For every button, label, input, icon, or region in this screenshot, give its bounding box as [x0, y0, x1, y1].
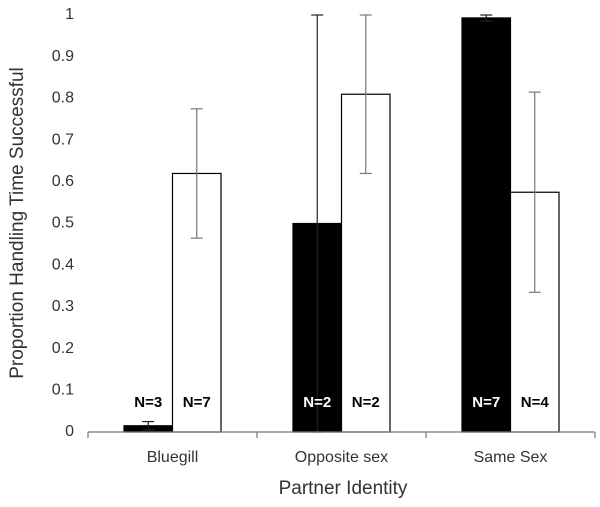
- y-tick-label: 0.5: [52, 215, 74, 232]
- bar-label: N=3: [134, 394, 162, 411]
- x-tick-label: Same Sex: [474, 449, 548, 466]
- bar-label: N=2: [352, 394, 380, 411]
- bar-label: N=7: [183, 394, 211, 411]
- y-tick-label: 0: [65, 423, 74, 440]
- y-tick-label: 0.6: [52, 173, 74, 190]
- bar-label: N=7: [472, 394, 500, 411]
- y-tick-label: 0.8: [52, 90, 74, 107]
- y-tick-label: 0.4: [52, 256, 74, 273]
- error-bar: [528, 91, 541, 293]
- error-bar: [480, 14, 493, 22]
- bar-label: N=4: [521, 394, 550, 411]
- error-bar: [142, 420, 155, 431]
- x-axis-title: Partner Identity: [279, 478, 408, 499]
- bar-label: N=2: [303, 394, 331, 411]
- error-bar: [359, 14, 372, 175]
- x-tick-label: Bluegill: [147, 449, 199, 466]
- bar: [461, 17, 512, 433]
- y-tick-label: 0.2: [52, 340, 74, 357]
- y-tick-label: 0.9: [52, 48, 74, 65]
- y-tick-label: 0.7: [52, 131, 74, 148]
- x-tick-label: Opposite sex: [295, 449, 388, 466]
- y-tick-label: 0.1: [52, 382, 74, 399]
- y-tick-label: 1: [65, 6, 74, 23]
- error-bar: [190, 108, 203, 239]
- y-tick-label: 0.3: [52, 298, 74, 315]
- y-axis-title: Proportion Handling Time Successful: [7, 67, 28, 379]
